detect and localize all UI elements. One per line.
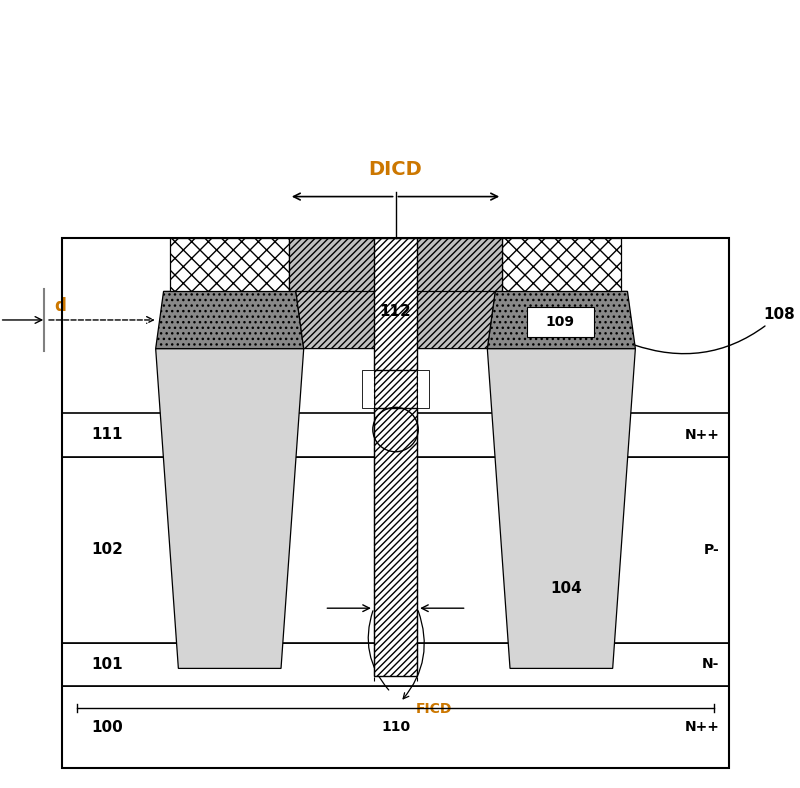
Polygon shape [502, 238, 621, 292]
Bar [62, 457, 729, 643]
Text: d: d [54, 297, 66, 315]
Text: 104: 104 [550, 581, 582, 596]
Polygon shape [374, 238, 418, 676]
Bar [362, 370, 374, 408]
Text: 112: 112 [380, 303, 411, 318]
Polygon shape [156, 348, 304, 668]
Bar [418, 370, 429, 408]
Text: 102: 102 [91, 542, 123, 557]
Text: N++: N++ [685, 428, 719, 442]
Polygon shape [289, 238, 502, 292]
Text: N-: N- [702, 657, 719, 671]
Bar [62, 643, 729, 686]
Text: 111: 111 [91, 427, 123, 443]
Text: DICD: DICD [369, 160, 422, 179]
Bar [526, 307, 594, 336]
Bar [62, 238, 729, 768]
Text: 101: 101 [91, 657, 123, 672]
Text: 108: 108 [633, 307, 795, 354]
Text: 100: 100 [91, 719, 123, 734]
Polygon shape [487, 292, 635, 348]
Polygon shape [487, 348, 635, 668]
Text: P-: P- [703, 543, 719, 557]
Polygon shape [296, 292, 495, 348]
Text: FICD: FICD [415, 702, 452, 716]
Polygon shape [156, 292, 304, 348]
Text: 109: 109 [546, 315, 575, 329]
Polygon shape [374, 370, 418, 408]
Text: N++: N++ [685, 720, 719, 734]
Polygon shape [170, 238, 289, 292]
Bar [62, 686, 729, 768]
Text: 110: 110 [381, 719, 410, 734]
Bar [62, 413, 729, 457]
